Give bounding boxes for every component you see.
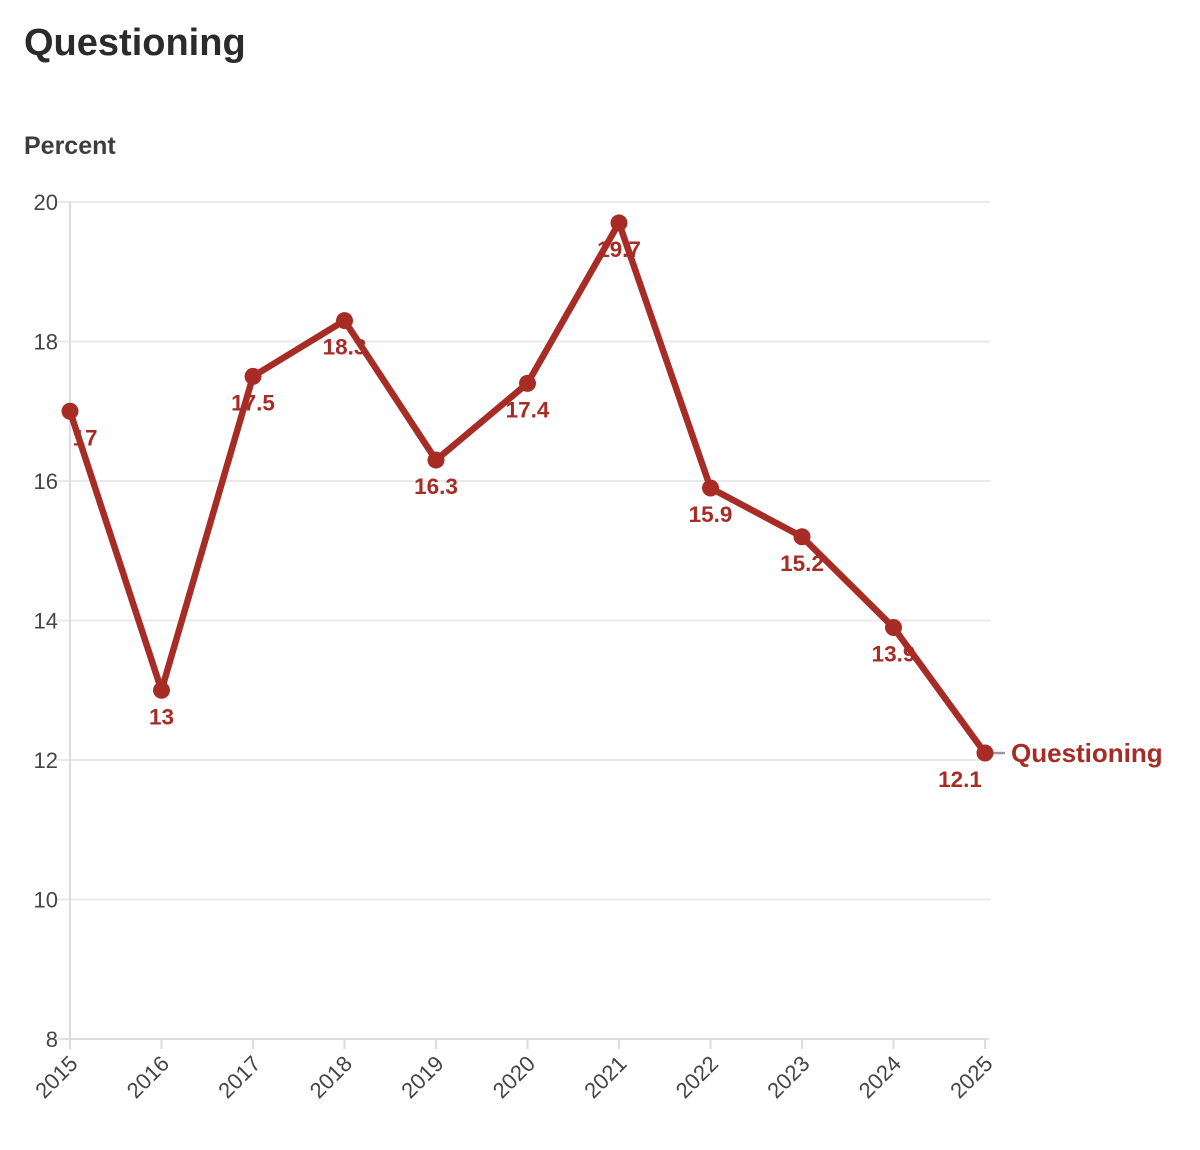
data-point-2018 [336, 312, 353, 330]
data-point-label: 12.1 [938, 767, 982, 792]
y-tick-label: 8 [46, 1027, 58, 1052]
chart-title: Questioning [24, 22, 246, 64]
y-tick-label: 20 [34, 190, 58, 215]
data-point-2025 [976, 744, 994, 762]
x-tick-label: 2022 [671, 1051, 723, 1103]
x-tick-label: 2025 [945, 1051, 997, 1103]
data-point-label: 19.7 [597, 237, 641, 262]
x-tick-label: 2017 [213, 1051, 265, 1103]
data-point-2019 [427, 451, 445, 469]
x-tick-label: 2021 [579, 1051, 631, 1103]
x-tick-label: 2019 [396, 1051, 448, 1103]
series-line [66, 219, 989, 757]
x-tick-label: 2020 [488, 1051, 540, 1103]
x-tick-label: 2018 [305, 1051, 357, 1103]
data-point-2023 [793, 528, 811, 546]
data-point-2022 [702, 479, 719, 497]
data-point-label: 17.5 [231, 390, 275, 415]
x-tick-label: 2016 [122, 1051, 174, 1103]
data-point-2016 [153, 681, 170, 699]
y-axis-title: Percent [24, 132, 116, 160]
x-tick-label: 2023 [762, 1051, 814, 1103]
y-tick-label: 16 [34, 469, 58, 494]
data-point-2024 [885, 618, 902, 636]
data-point-label: 17.4 [506, 397, 550, 422]
x-tick-label: 2015 [30, 1051, 82, 1103]
data-point-label: 15.9 [689, 502, 733, 527]
x-tick-label: 2024 [854, 1051, 906, 1103]
data-point-2021 [610, 214, 628, 232]
data-point-label: 15.2 [780, 551, 824, 576]
data-point-label: 17 [72, 425, 97, 450]
data-point-label: 13 [149, 704, 174, 729]
data-point-label: 13.9 [872, 641, 916, 666]
y-tick-label: 14 [34, 609, 58, 634]
series-label: Questioning [1011, 738, 1163, 768]
y-tick-label: 12 [34, 748, 58, 773]
y-tick-label: 10 [34, 888, 58, 913]
y-tick-label: 18 [34, 330, 58, 355]
data-point-2020 [519, 374, 536, 392]
data-point-label: 18.3 [323, 335, 367, 360]
data-point-label: 16.3 [414, 474, 458, 499]
data-point-2015 [61, 402, 79, 420]
data-point-2017 [244, 367, 262, 385]
